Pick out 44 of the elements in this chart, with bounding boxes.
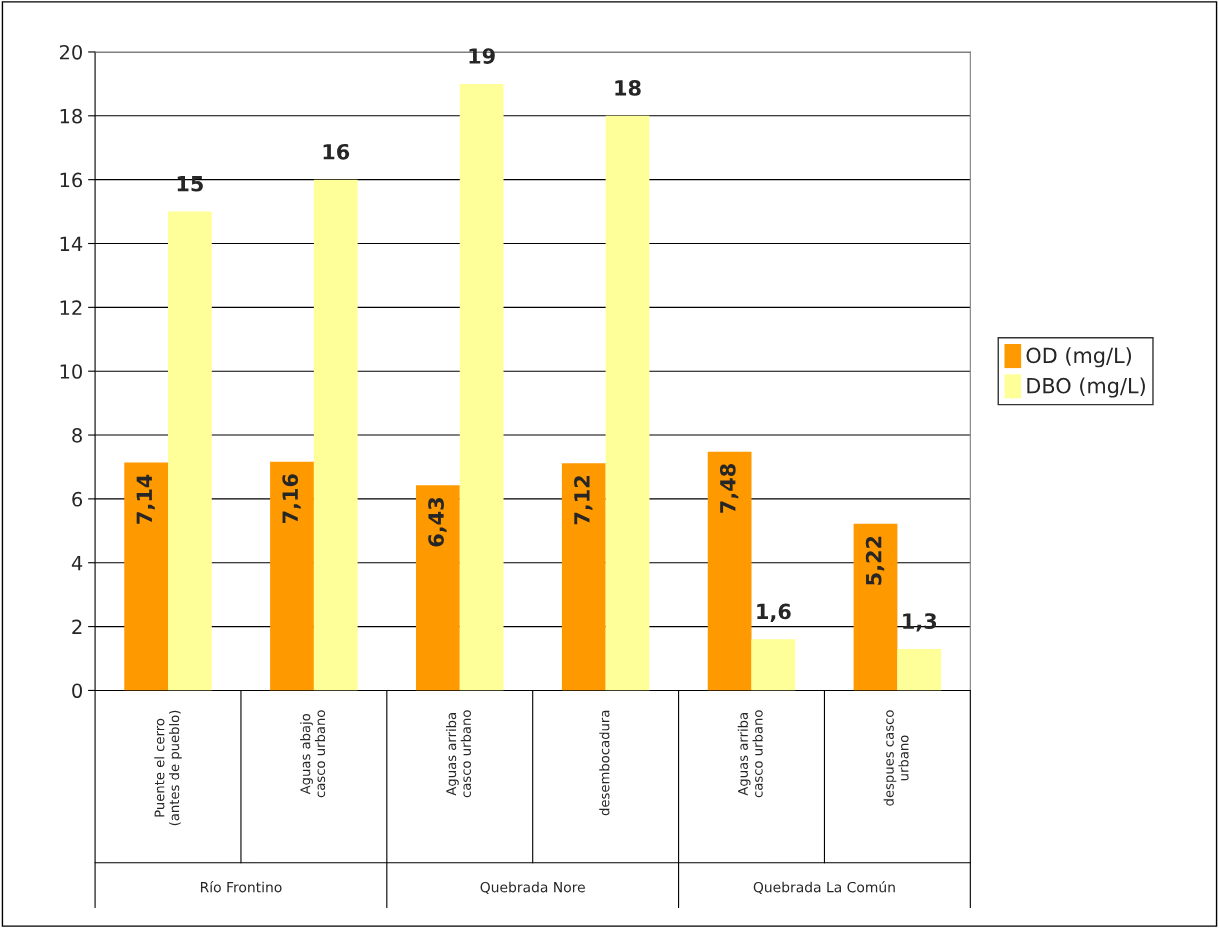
y-tick-label: 12 — [60, 300, 82, 315]
bar — [853, 523, 898, 691]
text: Río Frontino — [200, 881, 282, 893]
data-label: 7,48 — [719, 464, 739, 513]
data-label: 18 — [615, 80, 641, 96]
legend-label: DBO (mg/L) — [1027, 377, 1145, 398]
text: Quebrada Nore — [480, 881, 585, 894]
data-label: 16 — [323, 143, 350, 160]
y-tick-label: 14 — [60, 236, 83, 251]
text: Quebrada La Común — [753, 881, 895, 894]
x-tick-label: Aguas abajo casco urbano — [300, 710, 326, 798]
legend-label: OD (mg/L) — [1026, 347, 1131, 368]
bar — [168, 211, 212, 691]
x-tick-label: Puente el cerro (antes de pueblo) — [154, 710, 182, 826]
y-tick-label: 6 — [72, 491, 83, 507]
bar — [707, 451, 752, 691]
y-tick-label: 2 — [72, 619, 82, 634]
y-tick-label: 16 — [60, 172, 83, 188]
x-tick-label: Aguas arriba casco urbano — [445, 710, 471, 798]
x-tick-label: Aguas arriba casco urbano — [737, 710, 763, 798]
data-label: 15 — [177, 176, 203, 192]
bar — [459, 83, 504, 691]
data-label: 5,22 — [865, 536, 885, 585]
bar — [561, 463, 606, 691]
bar — [270, 461, 314, 691]
y-tick-label: 10 — [60, 364, 82, 379]
bar — [605, 115, 650, 691]
y-tick-label: 20 — [59, 44, 82, 60]
data-label: 6,43 — [428, 497, 447, 547]
y-tick-label: 18 — [60, 108, 82, 124]
data-label: 7,14 — [136, 474, 155, 524]
x-tick-label: desembocadura — [599, 710, 610, 816]
y-tick-label: 8 — [72, 428, 82, 443]
y-tick-label: 0 — [72, 683, 82, 699]
bar — [124, 462, 169, 691]
bar — [751, 639, 796, 691]
bar — [416, 485, 460, 691]
x-tick-label: despues casco urbano — [883, 710, 909, 806]
data-label: 7,12 — [574, 476, 593, 525]
bar — [897, 648, 942, 691]
data-label: 7,16 — [282, 474, 301, 524]
bar — [313, 179, 358, 691]
data-label: 1,6 — [757, 603, 791, 623]
y-tick-label: 4 — [71, 555, 83, 571]
